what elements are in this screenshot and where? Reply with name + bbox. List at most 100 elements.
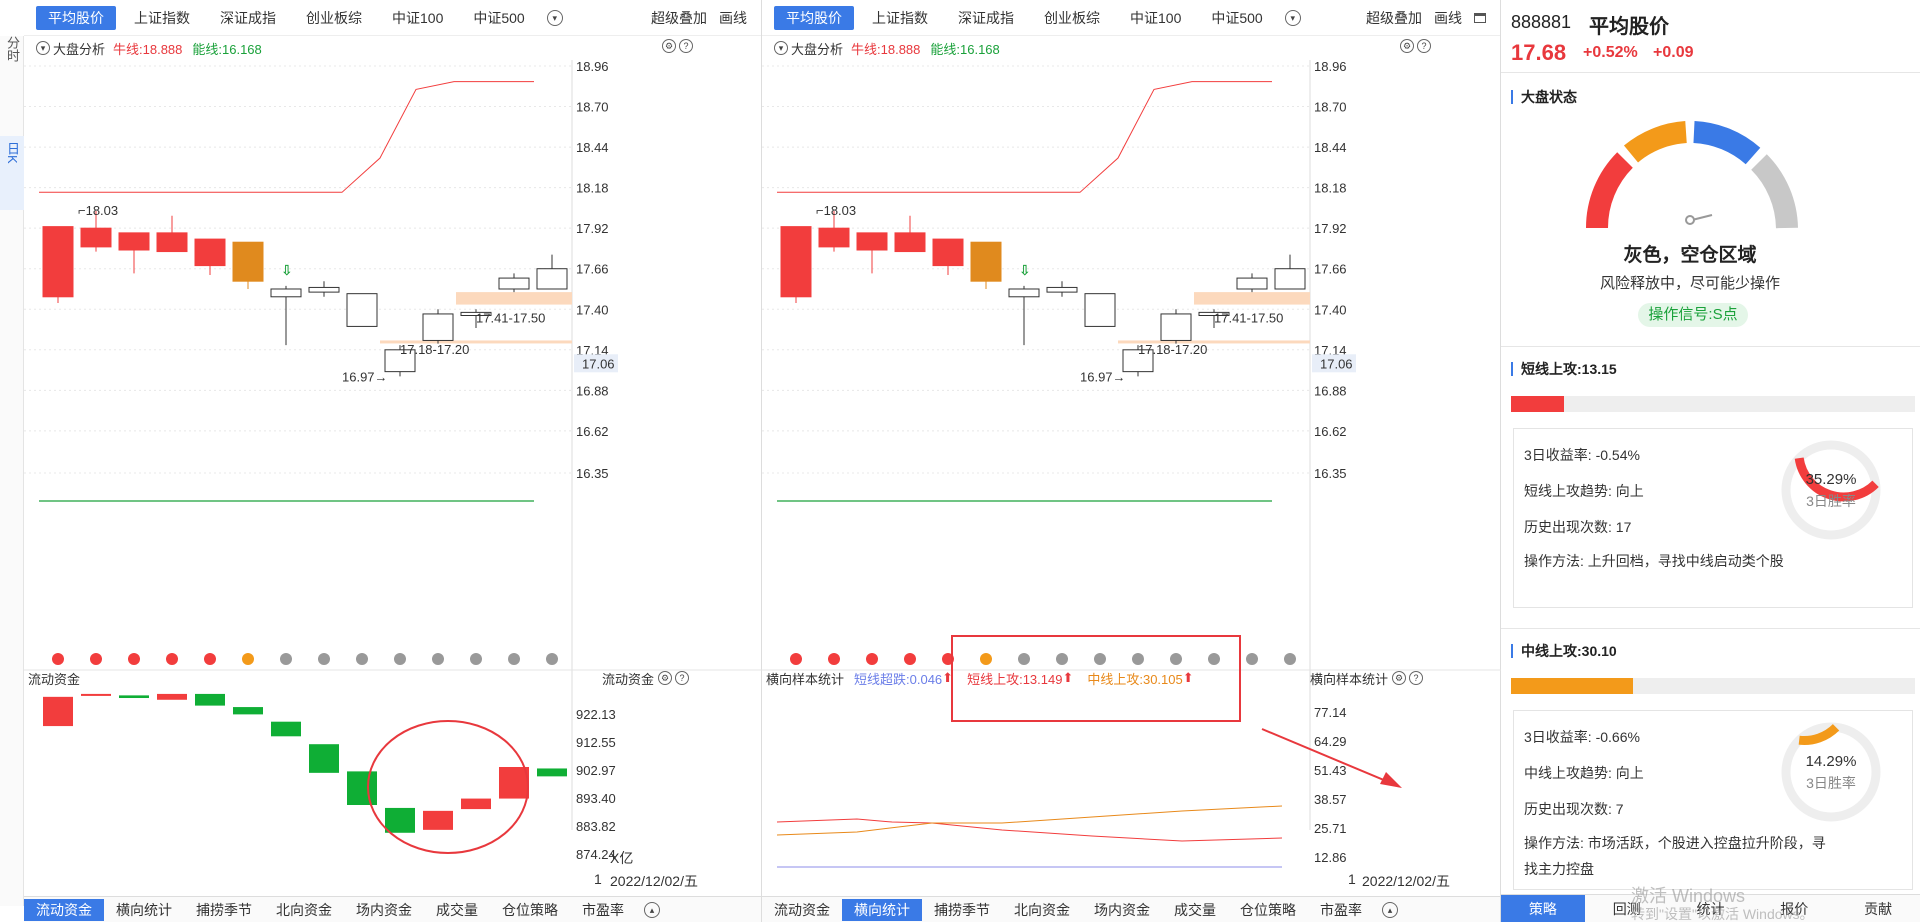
indicator-tab-pe[interactable]: 市盈率 [582,901,624,918]
indicator-tab-volume[interactable]: 成交量 [1174,901,1216,918]
index-tab-avg[interactable]: 平均股价 [774,5,854,30]
market-state-sub: 风险释放中，尽可能少操作 [1599,275,1780,292]
legend-short-up: 短线上攻:13.149 [967,671,1063,687]
help-icon[interactable]: ? [1417,39,1431,53]
chevron-up-icon[interactable]: ▴ [644,901,660,918]
draw-line-button[interactable]: 画线 [1434,10,1462,26]
help-icon[interactable]: ? [1409,671,1424,685]
candle-body [270,288,302,298]
right-chart-panel: 平均股价 上证指数 深证成指 创业板综 中证100 中证500 ▾ 超级叠加 画… [762,0,1501,922]
arrow-up-icon: ⬆ [1182,670,1194,685]
short-method: 操作方法: 上升回档，寻找中线启动类个股 [1524,553,1784,569]
indicator-tab-liquidity[interactable]: 流动资金 [24,898,104,921]
index-tabs-right: 平均股价 上证指数 深证成指 创业板综 中证100 中证500 ▾ [762,0,1500,36]
sidebar-tab-strategy[interactable]: 策略 [1501,895,1585,922]
candle-body [1274,268,1306,290]
sidebar-tab-backtest[interactable]: 回测 [1612,901,1641,917]
high-annotation: ⌐18.03 [816,203,856,218]
indicator-tab-horizontal[interactable]: 横向统计 [116,901,172,918]
draw-line-button[interactable]: 画线 [719,10,747,26]
left-chart-panel: 平均股价 上证指数 深证成指 创业板综 中证100 中证500 ▾ 超级叠加 画… [24,0,762,922]
price-tick-label: 17.66 [576,262,609,277]
settings-icon[interactable]: ⚙ [1400,39,1414,53]
candle-body [932,238,964,267]
zone-label-high: 17.41-17.50 [1214,310,1283,325]
index-tab-sz[interactable]: 深证成指 [958,9,1014,26]
indicator-tab-northbound[interactable]: 北向资金 [276,901,332,918]
index-tab-sz[interactable]: 深证成指 [220,9,276,26]
indicator-tab-position[interactable]: 仓位策略 [1240,901,1296,918]
candle-body [194,238,226,267]
settings-icon[interactable]: ⚙ [662,39,676,53]
signal-dot [128,653,140,665]
window-icon[interactable] [1474,13,1486,23]
indicator-tab-northbound[interactable]: 北向资金 [1014,901,1070,918]
candle-body [1008,288,1040,298]
bear-line-value: 能线:16.168 [192,41,262,57]
analysis-title: 大盘分析 [791,41,844,57]
left-kline-svg: 18.96 18.70 18.44 18.18 17.92 17.66 17.40 17.14… [24,60,762,862]
candle-body [460,311,492,317]
indicator-tab-inmarket[interactable]: 场内资金 [356,901,412,918]
chevron-down-icon[interactable]: ▾ [1284,9,1301,26]
overlay-button[interactable]: 超级叠加 [651,10,707,26]
candle-body [1122,349,1154,373]
indicator-tab-fishing[interactable]: 捕捞季节 [934,901,990,918]
sidebar-tab-quote[interactable]: 报价 [1780,901,1809,917]
index-tab-sh[interactable]: 上证指数 [134,9,190,26]
gauge-seg-gray [1750,154,1798,229]
price-tick-label: 16.62 [1314,424,1347,439]
zone-label-high: 17.41-17.50 [476,310,545,325]
mid-winrate-ring [1781,722,1881,822]
mid-attack-bar-fill [1511,678,1633,694]
sidebar-tab-contrib[interactable]: 贡献 [1864,901,1893,917]
index-tab-zz500[interactable]: 中证500 [473,9,525,26]
index-tab-zz100[interactable]: 中证100 [392,9,444,26]
fund-title: 流动资金 [28,668,80,688]
price-tick-label: 18.70 [1314,100,1347,115]
chevron-up-icon[interactable]: ▴ [1382,901,1398,918]
signal-dot [90,653,102,665]
indicator-tab-liquidity[interactable]: 流动资金 [774,901,830,918]
help-icon[interactable]: ? [679,39,693,53]
sidebar-tab-stats[interactable]: 统计 [1696,901,1725,917]
indicator-tab-inmarket[interactable]: 场内资金 [1094,901,1150,918]
indicator-tab-position[interactable]: 仓位策略 [502,901,558,918]
windows-watermark-sub: 转到"设置"以激活 Windows。 [1631,906,1814,922]
indicator-tab-horizontal[interactable]: 横向统计 [842,898,922,921]
candle-body [156,232,188,253]
chevron-down-icon[interactable]: ▾ [774,41,788,55]
settings-icon[interactable]: ⚙ [658,671,673,685]
flow-bar [423,810,453,830]
index-tab-zz100[interactable]: 中证100 [1130,9,1182,26]
sample-date: 2022/12/02/五 [1362,873,1450,889]
chevron-down-icon[interactable]: ▾ [546,9,563,26]
stock-price: 17.68 [1511,40,1567,65]
indicator-tab-fishing[interactable]: 捕捞季节 [196,901,252,918]
help-icon[interactable]: ? [675,671,690,685]
flow-tick-label: 922.13 [576,707,616,722]
fund-date: 2022/12/02/五 [610,873,698,889]
index-tab-avg[interactable]: 平均股价 [36,5,116,30]
bull-line-value: 牛线:18.888 [113,41,183,57]
stock-name: 平均股价 [1589,16,1669,38]
index-tab-cyb[interactable]: 创业板综 [306,9,362,26]
indicator-tab-volume[interactable]: 成交量 [436,901,478,918]
index-tab-cyb[interactable]: 创业板综 [1044,9,1100,26]
support-zone [380,340,572,344]
price-tick-label: 17.92 [576,221,609,236]
settings-icon[interactable]: ⚙ [1392,671,1407,685]
indicator-tabs-right: 流动资金 横向统计 捕捞季节 北向资金 场内资金 成交量 仓位策略 市盈率 ▴ [762,896,1500,922]
legend-short-down: 短线超跌:0.046 [854,671,943,687]
index-tab-zz500[interactable]: 中证500 [1211,9,1263,26]
short-3day-return: 3日收益率: -0.54% [1524,447,1640,463]
overlay-button[interactable]: 超级叠加 [1366,10,1422,26]
period-fenshi-button[interactable]: 分时 [0,36,24,76]
chevron-down-icon[interactable]: ▾ [36,41,50,55]
price-tick-label: 16.62 [576,424,609,439]
indicator-tab-pe[interactable]: 市盈率 [1320,901,1362,918]
period-dayk-button[interactable]: 日K [0,136,24,210]
index-tab-sh[interactable]: 上证指数 [872,9,928,26]
price-tick-label: 18.44 [576,140,609,155]
winrate-ring-arc [1794,457,1879,502]
